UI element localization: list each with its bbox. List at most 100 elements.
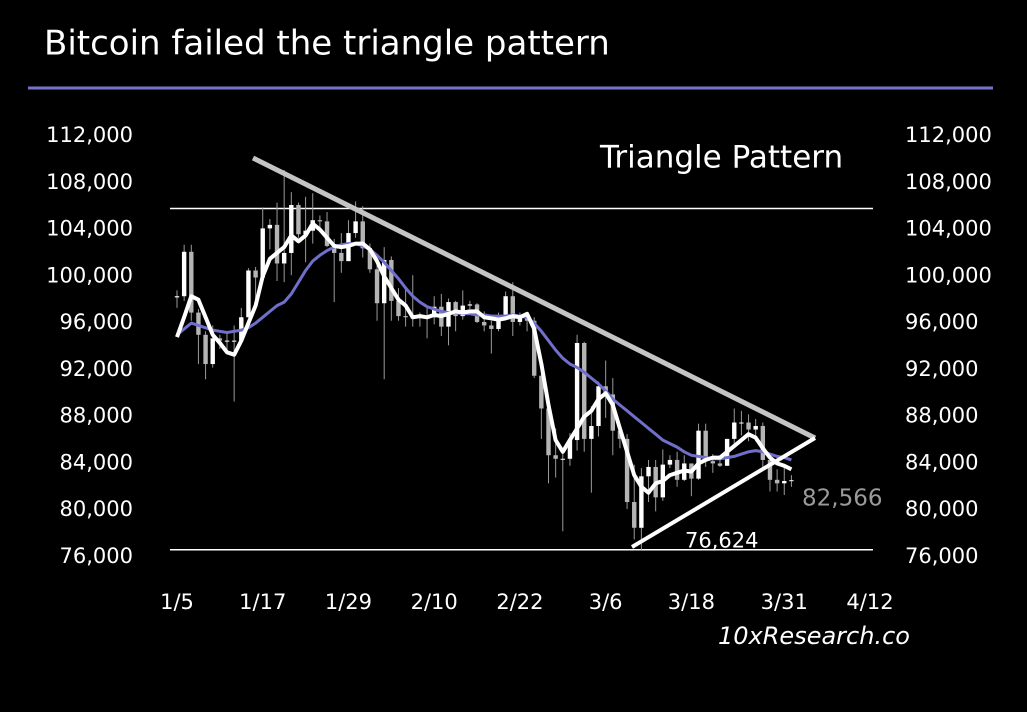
y-tick-label: 84,000 xyxy=(60,450,133,474)
candle-body xyxy=(560,458,565,460)
candle-body xyxy=(746,422,751,430)
x-tick-label: 1/17 xyxy=(239,590,286,614)
candle-body xyxy=(339,252,344,262)
candle-body xyxy=(717,463,723,466)
x-tick-label: 3/18 xyxy=(668,590,715,614)
x-tick-label: 2/22 xyxy=(496,590,543,614)
candle-body xyxy=(360,221,365,249)
y2-tick-label: 100,000 xyxy=(905,263,992,287)
y2-tick-label: 96,000 xyxy=(905,310,978,334)
candle-body xyxy=(296,204,301,235)
x-tick-label: 1/29 xyxy=(325,590,372,614)
candle-body xyxy=(467,304,473,306)
candle-body xyxy=(224,340,230,342)
y2-tick-label: 88,000 xyxy=(905,404,978,428)
candle-body xyxy=(453,302,458,317)
candle-body xyxy=(246,270,251,318)
candle-body xyxy=(782,480,787,484)
low-price-label: 76,624 xyxy=(685,529,758,553)
candle-body xyxy=(324,221,330,246)
candle-body xyxy=(503,296,508,317)
candle-body xyxy=(289,204,294,253)
candle-body xyxy=(396,300,401,317)
x-tick-label: 4/12 xyxy=(846,590,893,614)
y-tick-label: 80,000 xyxy=(60,497,133,521)
candle-body xyxy=(489,325,494,329)
candle-body xyxy=(632,502,637,528)
y-tick-label: 96,000 xyxy=(60,310,133,334)
candle-body xyxy=(374,269,380,304)
candle-body xyxy=(567,440,573,459)
x-tick-label: 1/5 xyxy=(160,590,194,614)
candle-body xyxy=(217,338,223,341)
last-price-label: 82,566 xyxy=(802,486,882,512)
candle-body xyxy=(589,426,594,439)
y-tick-label: 88,000 xyxy=(60,404,133,428)
candle-body xyxy=(546,408,551,456)
candle-body xyxy=(189,251,194,313)
annotation: Triangle Pattern xyxy=(599,140,843,176)
y-tick-label: 100,000 xyxy=(46,263,133,287)
candle-body xyxy=(281,252,287,264)
candle-body xyxy=(574,342,580,441)
candle-body xyxy=(253,270,258,278)
candle-body xyxy=(510,296,515,322)
candle-body xyxy=(774,479,780,484)
y-tick-label: 76,000 xyxy=(60,544,133,568)
candle-body xyxy=(767,459,773,480)
candle-body xyxy=(231,340,237,342)
candle-body xyxy=(703,430,708,462)
x-tick-label: 2/10 xyxy=(411,590,458,614)
y2-tick-label: 80,000 xyxy=(905,497,978,521)
candle-body xyxy=(596,386,601,427)
candle-body xyxy=(553,455,558,459)
candle-body xyxy=(267,224,273,229)
candle-body xyxy=(274,224,280,264)
moving-average-line xyxy=(175,221,793,495)
candle-body xyxy=(496,316,501,329)
x-tick-label: 3/31 xyxy=(761,590,808,614)
y2-tick-label: 92,000 xyxy=(905,357,978,381)
candle-body xyxy=(732,422,737,439)
candle-body xyxy=(482,321,487,326)
candle-body xyxy=(532,320,537,376)
source: 10xResearch.co xyxy=(718,622,910,650)
candle-body xyxy=(367,248,373,270)
candle-body xyxy=(667,459,673,465)
candle-body xyxy=(174,296,180,298)
candle-body xyxy=(710,461,716,464)
candle-body xyxy=(210,338,215,365)
candle-body xyxy=(753,426,758,430)
candle-body xyxy=(624,438,630,503)
chart-title: Bitcoin failed the triangle pattern xyxy=(44,24,610,64)
y-tick-label: 104,000 xyxy=(46,217,133,241)
candle-body xyxy=(739,422,744,424)
candle-body xyxy=(331,245,337,253)
candle-body xyxy=(646,466,651,477)
candle-body xyxy=(203,334,208,365)
candle-body xyxy=(260,228,265,278)
y-tick-label: 92,000 xyxy=(60,357,133,381)
candle-body xyxy=(389,259,394,301)
y2-tick-label: 104,000 xyxy=(905,217,992,241)
y-tick-label: 108,000 xyxy=(46,170,133,194)
y2-tick-label: 108,000 xyxy=(905,170,992,194)
candle-body xyxy=(317,220,323,222)
candle-body xyxy=(431,306,437,318)
y2-tick-label: 112,000 xyxy=(905,123,992,147)
y2-tick-label: 84,000 xyxy=(905,450,978,474)
candle-body xyxy=(610,394,616,431)
candle-body xyxy=(789,480,794,482)
lower-trendline xyxy=(630,436,817,549)
candle-body xyxy=(582,342,587,439)
candle-body xyxy=(674,459,680,480)
candle-body xyxy=(353,221,358,234)
upper-trendline xyxy=(251,155,817,441)
candle-body xyxy=(196,312,201,335)
x-tick-label: 3/6 xyxy=(589,590,623,614)
candle-body xyxy=(639,476,644,528)
candle-body xyxy=(403,316,408,318)
